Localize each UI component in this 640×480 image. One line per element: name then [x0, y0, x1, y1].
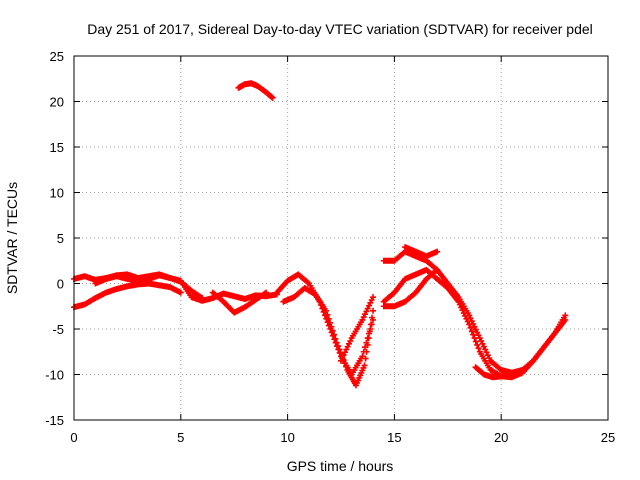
- series-track-mid-a: [92, 272, 206, 302]
- y-tick-label: -10: [45, 368, 64, 383]
- data-point: [341, 360, 348, 367]
- y-tick-label: -15: [45, 413, 64, 428]
- y-tick-label: 25: [50, 49, 64, 64]
- x-tick-label: 5: [177, 430, 184, 445]
- x-axis-label: GPS time / hours: [287, 458, 394, 474]
- data-point: [472, 338, 479, 345]
- x-tick-label: 20: [494, 430, 508, 445]
- series-track-15-to-17-lower: [380, 266, 441, 310]
- data-point: [475, 345, 482, 352]
- x-tick-label: 25: [601, 430, 615, 445]
- data-point: [370, 294, 377, 301]
- data-point: [471, 335, 478, 342]
- series-track-early-lower: [71, 280, 184, 311]
- data-point: [366, 328, 373, 335]
- data-point: [363, 348, 370, 355]
- y-tick-label: 15: [50, 140, 64, 155]
- data-point: [365, 335, 372, 342]
- y-axis: -15 -10 -5 0 5 10 15 20 25: [45, 49, 608, 428]
- data-point: [364, 341, 371, 348]
- y-tick-label: 5: [57, 231, 64, 246]
- data-point: [333, 339, 340, 346]
- data-point: [343, 363, 350, 370]
- series-track-19-to-21: [472, 364, 513, 381]
- data-point: [362, 355, 369, 362]
- series-track-dip-7h: [209, 289, 270, 316]
- y-tick-label: 0: [57, 277, 64, 292]
- data-point: [335, 343, 342, 350]
- y-tick-label: 10: [50, 186, 64, 201]
- data-point: [336, 346, 343, 353]
- chart-title: Day 251 of 2017, Sidereal Day-to-day VTE…: [87, 21, 593, 37]
- data-point: [359, 353, 366, 360]
- y-axis-label: SDTVAR / TECUs: [4, 182, 20, 294]
- data-point: [468, 328, 475, 335]
- data-point: [328, 323, 335, 330]
- series-track-12-to-14: [338, 294, 377, 364]
- data-point: [370, 307, 377, 314]
- data-point: [470, 331, 477, 338]
- data-point: [269, 94, 276, 101]
- grid-lines: [74, 56, 608, 420]
- data-series: [71, 80, 569, 389]
- data-point: [323, 307, 330, 314]
- data-point: [263, 289, 270, 296]
- data-point: [434, 266, 441, 273]
- data-point: [331, 331, 338, 338]
- data-point: [562, 316, 569, 323]
- data-point: [467, 324, 474, 331]
- series-track-high-8h: [235, 80, 276, 101]
- data-point: [332, 335, 339, 342]
- y-tick-label: 20: [50, 95, 64, 110]
- y-tick-label: -5: [52, 322, 64, 337]
- data-point: [368, 314, 375, 321]
- x-tick-label: 0: [70, 430, 77, 445]
- data-point: [324, 311, 331, 318]
- x-axis: 0 5 10 15 20 25: [70, 56, 615, 445]
- data-point: [506, 371, 513, 378]
- data-point: [434, 248, 441, 255]
- data-point: [361, 362, 368, 369]
- data-point: [199, 295, 206, 302]
- x-tick-label: 15: [387, 430, 401, 445]
- data-point: [327, 319, 334, 326]
- x-tick-label: 10: [280, 430, 294, 445]
- data-point: [474, 341, 481, 348]
- data-point: [177, 289, 184, 296]
- data-point: [367, 321, 374, 328]
- data-point: [466, 321, 473, 328]
- data-point: [325, 315, 332, 322]
- series-track-10-to-14b: [280, 285, 377, 389]
- data-point: [329, 327, 336, 334]
- series-track-15-to-17: [402, 244, 441, 260]
